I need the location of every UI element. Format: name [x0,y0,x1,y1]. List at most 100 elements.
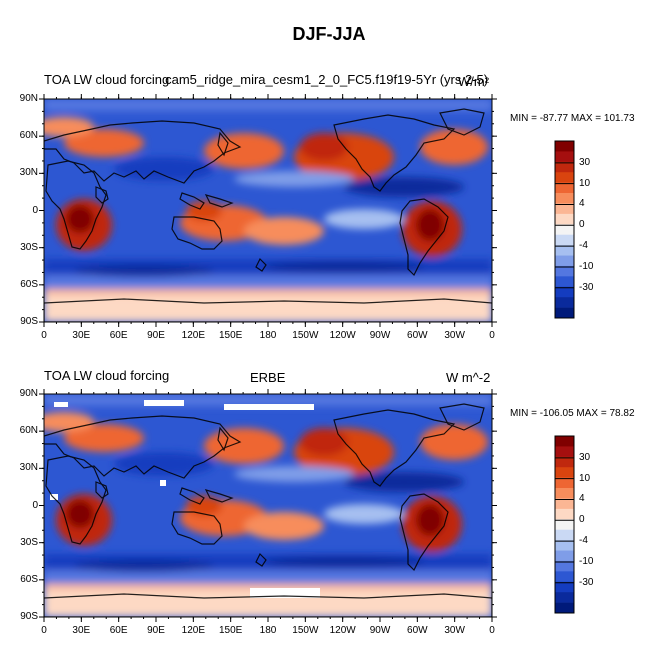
panel1-lon-tick-label: 30W [444,330,465,341]
colorbar-swatch [555,151,574,163]
colorbar-swatch [555,307,574,319]
panel1-lon-tick-label: 180 [259,330,277,341]
panel2-center-title: ERBE [250,370,286,385]
panel2-colorbar-label: 4 [579,493,585,505]
panel1-lat-tick-label: 30S [20,241,38,253]
panel2-colorbar-label: 0 [579,514,585,526]
panel1-left-title: TOA LW cloud forcing [44,72,170,87]
colorbar-frame [554,435,575,614]
panel2-colorbar-label: -10 [579,555,594,567]
panel2-lon-tick-label: 0 [489,625,495,636]
panel1-lon-tick-label: 30E [72,330,91,341]
panel1-center-title: cam5_ridge_mira_cesm1_2_0_FC5.f19f19-5Yr… [165,72,489,87]
colorbar-swatch [555,477,574,489]
panel2-stats: MIN = -106.05 MAX = 78.82 [510,408,635,419]
panel1-lat-tick-label: 90S [20,316,38,327]
panel1-lon-tick-label: 120E [181,330,205,341]
colorbar-swatch [555,581,574,593]
panel1-lon-tick-label: 60W [407,330,428,341]
panel2-lon-tick-label: 0 [41,625,47,636]
panel2-lon-tick-label: 150W [292,625,319,636]
panel2-lon-tick-label: 90E [147,625,165,636]
colorbar-swatch [555,245,574,256]
panel2-lon-tick-label: 120W [329,625,356,636]
colorbar-swatch [555,446,574,458]
colorbar-swatch [555,456,574,468]
panel1-lat-tick-label: 0 [32,204,38,216]
colorbar-swatch [555,161,574,173]
colorbar-swatch [555,602,574,614]
colorbar-swatch [555,213,574,225]
colorbar-swatch [555,560,574,572]
panel1-lon-tick-label: 150E [218,330,243,341]
colorbar-swatch [555,529,574,541]
panel1-lon-tick-label: 150W [292,330,319,341]
colorbar-swatch [555,519,574,531]
panel2-map [43,393,493,618]
panel2-lon-tick-label: 30W [444,625,465,636]
panel2-lat-tick-label: 90N [19,388,38,399]
panel2-colorbar-label: -30 [579,576,594,588]
panel2-lat-tick-label: 60N [19,425,38,437]
panel1-lat-tick-label: 60S [20,278,38,290]
panel2-units: W m^-2 [446,370,491,385]
colorbar-swatch [555,182,574,194]
panel2-left-title: TOA LW cloud forcing [44,368,170,383]
colorbar-swatch [555,550,574,562]
colorbar-swatch [555,467,574,478]
panel1-map [43,98,493,323]
panel1-lon-tick-label: 0 [489,330,495,341]
colorbar-swatch [555,436,574,447]
panel1-colorbar-label: 10 [579,177,591,189]
colorbar-swatch [555,255,574,267]
panel1-lon-tick-label: 90E [147,330,165,341]
colorbar-swatch [555,286,574,298]
panel2-lon-tick-label: 60E [109,625,128,636]
colorbar-swatch [555,234,574,246]
panel1-lat-tick-label: 60N [19,130,38,142]
panel1-stats: MIN = -87.77 MAX = 101.73 [510,113,635,124]
colorbar-swatch [555,172,574,183]
panel2-lon-tick-label: 180 [259,625,277,636]
panel2-lon-tick-label: 150E [218,625,243,636]
panel1-colorbar-label: -30 [579,281,594,293]
panel1-units: W/m² [458,74,490,89]
colorbar-swatch [555,498,574,510]
panel2-lat-tick-label: 60S [20,573,38,585]
colorbar-swatch [555,297,574,308]
panel2-lon-tick-label: 30E [72,625,91,636]
panel2-lat-tick-label: 90S [20,611,38,622]
panel2-lon-tick-label: 90W [369,625,391,636]
colorbar-swatch [555,276,574,288]
panel1-colorbar-label: -4 [579,240,588,252]
panel1-colorbar-label: 4 [579,198,585,210]
panel2-lat-tick-label: 0 [32,499,38,511]
panel2-colorbar-label: 10 [579,472,591,484]
panel1-colorbar-label: 30 [579,156,591,168]
colorbar-swatch [555,141,574,152]
panel1-lat-tick-label: 30N [19,167,38,179]
colorbar-swatch [555,203,574,215]
panel2-colorbar-label: -4 [579,535,588,547]
colorbar-swatch [555,224,574,236]
colorbar-frame [554,140,575,319]
panel2-lon-tick-label: 60W [407,625,428,636]
colorbar-swatch [555,193,574,204]
colorbar-swatch [555,488,574,499]
colorbar-swatch [555,540,574,551]
colorbar-swatch [555,592,574,603]
panel2-lat-tick-label: 30N [19,462,38,474]
colorbar-swatch [555,265,574,277]
panel1-lon-tick-label: 0 [41,330,47,341]
colorbar-swatch [555,508,574,520]
panel1-colorbar-label: -10 [579,260,594,272]
panel1-colorbar-label: 0 [579,219,585,231]
panel1-lon-tick-label: 90W [369,330,391,341]
panel1-lon-tick-label: 60E [109,330,128,341]
panel1-lat-tick-label: 90N [19,93,38,104]
panel1-lon-tick-label: 120W [329,330,356,341]
panel2-colorbar-label: 30 [579,451,591,463]
colorbar-swatch [555,571,574,583]
panel2-lon-tick-label: 120E [181,625,205,636]
